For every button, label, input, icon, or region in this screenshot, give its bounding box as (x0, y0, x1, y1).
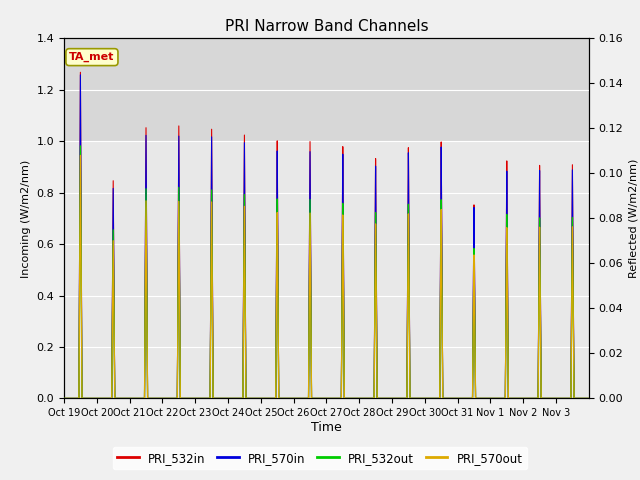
Text: TA_met: TA_met (69, 52, 115, 62)
X-axis label: Time: Time (311, 421, 342, 434)
Bar (64, 38, 589, 141)
Title: PRI Narrow Band Channels: PRI Narrow Band Channels (225, 20, 428, 35)
Y-axis label: Reflected (W/m2/nm): Reflected (W/m2/nm) (629, 159, 639, 278)
Legend: PRI_532in, PRI_570in, PRI_532out, PRI_570out: PRI_532in, PRI_570in, PRI_532out, PRI_57… (113, 447, 527, 469)
Y-axis label: Incoming (W/m2/nm): Incoming (W/m2/nm) (21, 159, 31, 277)
